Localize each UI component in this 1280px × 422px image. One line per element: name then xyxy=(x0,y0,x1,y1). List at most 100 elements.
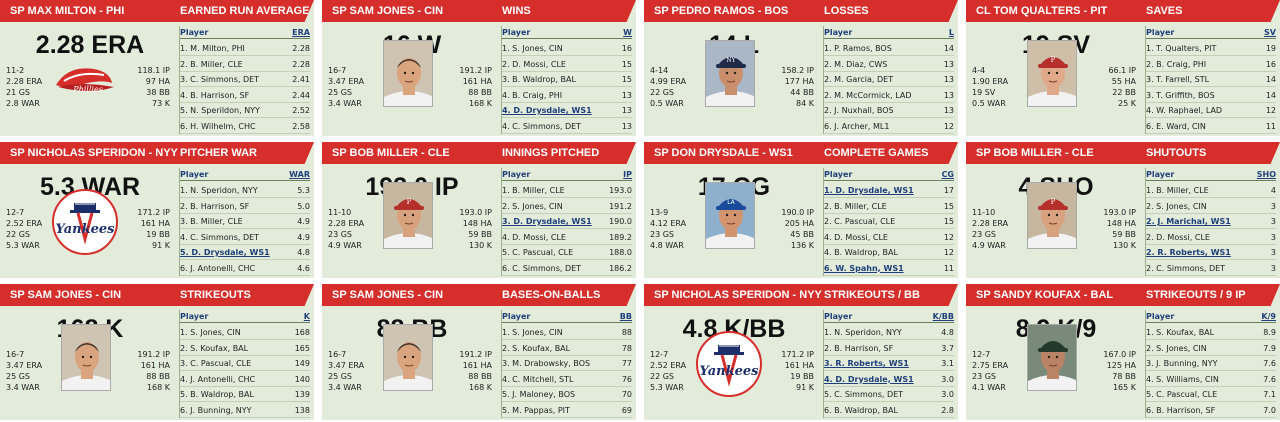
leader-name[interactable]: 2. J. Marichal, WS1 xyxy=(1146,217,1231,226)
leader-row[interactable]: 1. D. Drysdale, WS1 17 xyxy=(824,183,954,198)
stat-col-label[interactable]: IP xyxy=(623,170,632,179)
leader-value: 2.58 xyxy=(292,121,310,131)
stat-title: INNINGS PITCHED xyxy=(502,147,600,159)
leader-value: 13 xyxy=(943,106,954,115)
player-mini-stats-right: 191.2 IP 161 HA 88 BB 168 K xyxy=(118,349,170,393)
leader-card: SP BOB MILLER - CLE INNINGS PITCHED 193.0 … xyxy=(322,142,636,278)
mini-stat: 12-7 xyxy=(650,350,669,359)
mini-stat: 168 K xyxy=(468,383,492,392)
player-mini-stats-left: 13-9 4.12 ERA 23 GS 4.8 WAR xyxy=(650,207,686,251)
leader-value: 12 xyxy=(943,121,954,131)
leader-name: 6. E. Ward, CIN xyxy=(1146,121,1206,131)
leader-row: 4. W. Raphael, LAD 12 xyxy=(1146,103,1276,118)
leader-value: 3 xyxy=(1270,248,1276,257)
leader-value: 13 xyxy=(621,90,632,100)
leader-row[interactable]: 4. D. Drysdale, WS1 13 xyxy=(502,103,632,118)
mini-stat: 66.1 IP xyxy=(1108,66,1136,75)
mini-stat: 44 BB xyxy=(790,88,814,97)
mini-stat: 161 HA xyxy=(784,361,814,370)
leader-name[interactable]: 5. D. Drysdale, WS1 xyxy=(180,248,270,257)
mini-stat: 193.0 IP xyxy=(459,208,492,217)
player-col-label: Player xyxy=(1146,170,1175,179)
mini-stat: 3.4 WAR xyxy=(328,383,362,392)
mini-stat: 5.3 WAR xyxy=(650,383,684,392)
mini-stat: 11-10 xyxy=(328,208,352,217)
mini-stat: 0.5 WAR xyxy=(972,99,1006,108)
leader-value: 13 xyxy=(621,121,632,131)
leader-name[interactable]: 4. D. Drysdale, WS1 xyxy=(502,106,592,115)
svg-text:P: P xyxy=(1051,198,1056,206)
stat-col-label[interactable]: CG xyxy=(941,170,954,179)
leader-value: 190.0 xyxy=(609,217,632,226)
leader-value: 17 xyxy=(943,186,954,195)
leader-row: 2. B. Miller, CLE 2.28 xyxy=(180,57,310,72)
leader-name: 3. B. Miller, CLE xyxy=(180,217,243,226)
leaderboard: Player IP 1. B. Miller, CLE 193.0 2. S. Jone… xyxy=(501,168,632,276)
stat-col-label[interactable]: WAR xyxy=(289,170,310,179)
leader-name[interactable]: 3. R. Roberts, WS1 xyxy=(824,359,909,368)
stat-col-label[interactable]: BB xyxy=(619,312,632,321)
player-line: SP NICHOLAS SPERIDON - NYY xyxy=(10,147,178,159)
svg-text:Yankees: Yankees xyxy=(699,364,759,379)
leader-row[interactable]: 3. R. Roberts, WS1 3.1 xyxy=(824,356,954,371)
player-col-label: Player xyxy=(502,312,531,321)
mini-stat: 25 K xyxy=(1118,99,1136,108)
player-mini-stats-left: 11-10 2.28 ERA 23 GS 4.9 WAR xyxy=(328,207,364,251)
player-mini-stats-left: 4-14 4.99 ERA 22 GS 0.5 WAR xyxy=(650,65,686,109)
player-mini-stats-left: 16-7 3.47 ERA 25 GS 3.4 WAR xyxy=(6,349,42,393)
mini-stat: 161 HA xyxy=(140,219,170,228)
leader-value: 4.8 xyxy=(941,328,954,337)
leader-row[interactable]: 4. D. Drysdale, WS1 3.0 xyxy=(824,372,954,387)
stat-col-label[interactable]: L xyxy=(948,28,954,37)
leader-value: 15 xyxy=(621,75,632,84)
leader-name: 1. S. Jones, CIN xyxy=(180,328,241,337)
leader-name[interactable]: 2. R. Roberts, WS1 xyxy=(1146,248,1231,257)
mini-stat: 91 K xyxy=(152,241,170,250)
stat-col-label[interactable]: K/BB xyxy=(932,312,954,321)
leader-name: 6. J. Bunning, NYY xyxy=(180,405,252,415)
mini-stat: 171.2 IP xyxy=(137,208,170,217)
mini-stat: 205 HA xyxy=(784,219,814,228)
player-line: SP BOB MILLER - CLE xyxy=(976,147,1094,159)
leader-value: 4.6 xyxy=(297,263,310,273)
stat-col-label[interactable]: K xyxy=(303,312,310,321)
mini-stat: 2.52 ERA xyxy=(6,219,43,228)
stat-col-label[interactable]: W xyxy=(623,28,632,37)
leader-row[interactable]: 6. W. Spahn, WS1 11 xyxy=(824,261,954,276)
leader-name: 2. S. Jones, CIN xyxy=(1146,343,1207,353)
stat-title: BASES-ON-BALLS xyxy=(502,289,601,301)
player-photo xyxy=(383,324,433,391)
leader-name[interactable]: 3. D. Drysdale, WS1 xyxy=(502,217,592,226)
leader-row[interactable]: 2. R. Roberts, WS1 3 xyxy=(1146,245,1276,260)
leader-row[interactable]: 2. J. Marichal, WS1 3 xyxy=(1146,214,1276,229)
leader-name: 2. J. Nuxhall, BOS xyxy=(824,106,894,115)
player-mini-stats-left: 16-7 3.47 ERA 25 GS 3.4 WAR xyxy=(328,65,364,109)
leader-row[interactable]: 5. D. Drysdale, WS1 4.8 xyxy=(180,245,310,260)
leader-name[interactable]: 1. D. Drysdale, WS1 xyxy=(824,186,914,195)
stat-title: PITCHER WAR xyxy=(180,147,257,159)
mini-stat: 22 GS xyxy=(650,372,674,381)
player-line: SP DON DRYSDALE - WS1 xyxy=(654,147,793,159)
mini-stat: 4.9 WAR xyxy=(328,241,362,250)
leader-value: 12 xyxy=(1265,106,1276,115)
stat-col-label[interactable]: K/9 xyxy=(1261,312,1276,321)
leader-name[interactable]: 6. W. Spahn, WS1 xyxy=(824,263,904,273)
card-header: SP SANDY KOUFAX - BAL STRIKEOUTS / 9 IP xyxy=(966,284,1280,306)
stat-col-label[interactable]: SV xyxy=(1264,28,1276,37)
leader-value: 2.41 xyxy=(292,75,310,84)
mini-stat: 161 HA xyxy=(140,361,170,370)
player-mini-stats-right: 158.2 IP 177 HA 44 BB 84 K xyxy=(762,65,814,109)
leader-value: 3 xyxy=(1270,217,1276,226)
player-mini-stats-right: 190.0 IP 205 HA 45 BB 136 K xyxy=(762,207,814,251)
mini-stat: 73 K xyxy=(152,99,170,108)
leader-name: 6. J. Archer, ML1 xyxy=(824,121,890,131)
leader-name[interactable]: 4. D. Drysdale, WS1 xyxy=(824,374,914,384)
leader-row: 2. S. Jones, CIN 3 xyxy=(1146,199,1276,214)
stat-col-label[interactable]: ERA xyxy=(292,28,310,37)
leader-row: 4. C. Simmons, DET 4.9 xyxy=(180,230,310,245)
stat-col-label[interactable]: SHO xyxy=(1256,170,1276,179)
leader-name: 6. J. Antonelli, CHC xyxy=(180,263,256,273)
leader-card: SP SAM JONES - CIN STRIKEOUTS 168 K 16-7 3.4… xyxy=(0,284,314,420)
leader-row[interactable]: 3. D. Drysdale, WS1 190.0 xyxy=(502,214,632,229)
